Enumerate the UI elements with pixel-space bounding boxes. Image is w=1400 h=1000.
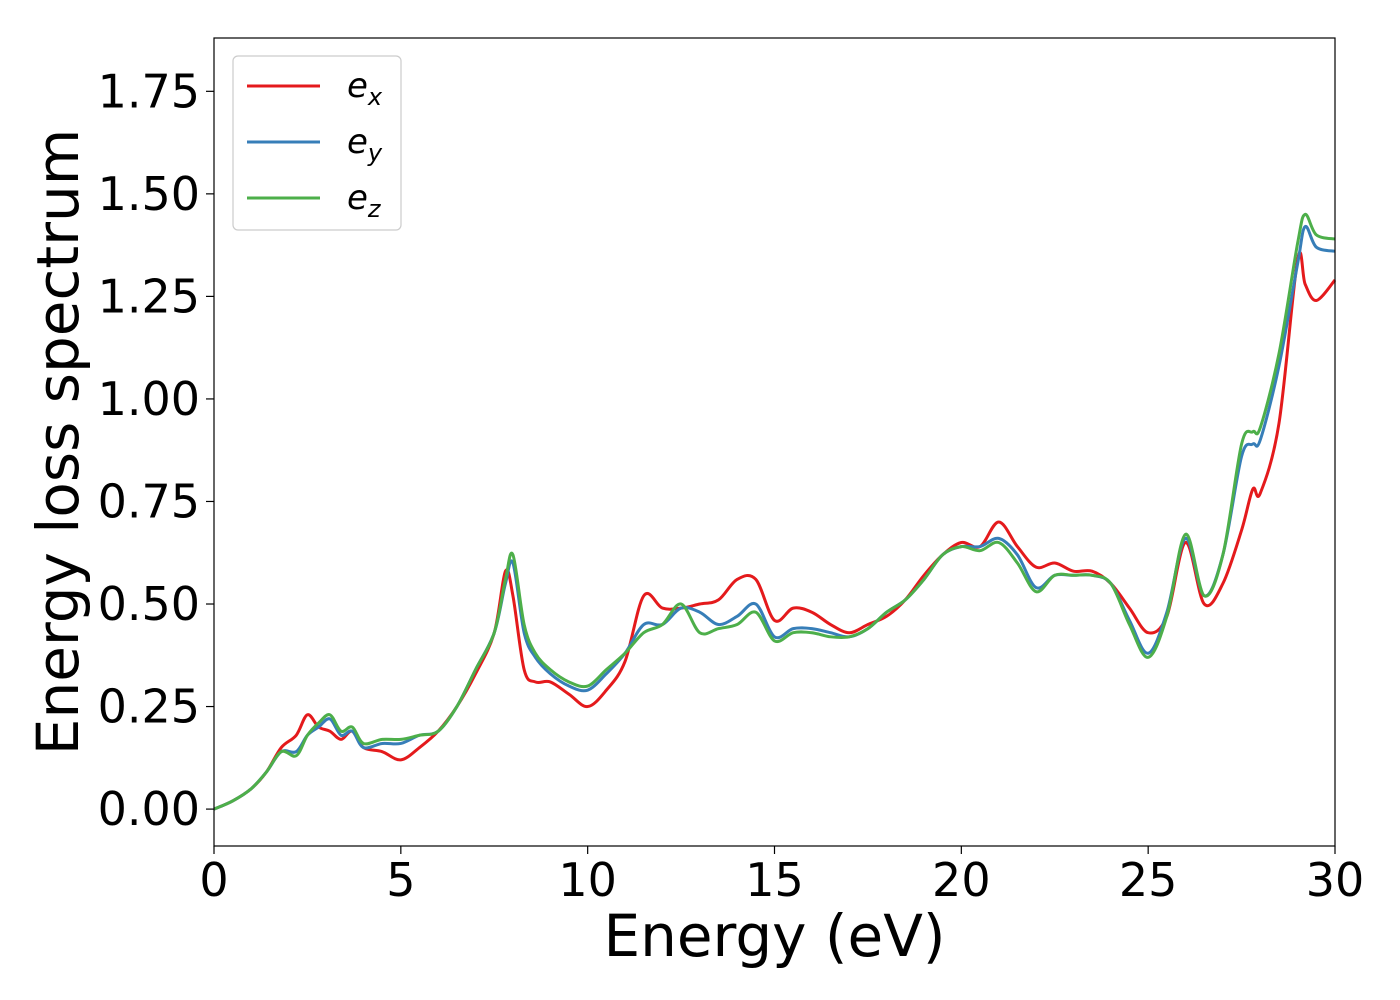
x-tick-label: 30	[1306, 853, 1365, 907]
x-axis-label: Energy (eV)	[603, 902, 945, 970]
x-tick-label: 20	[932, 853, 991, 907]
y-tick-label: 1.50	[98, 167, 200, 221]
x-tick-label: 5	[386, 853, 415, 907]
series-layer	[213, 212, 1337, 811]
x-tick-label: 25	[1119, 853, 1178, 907]
y-axis-label: Energy loss spectrum	[24, 129, 92, 755]
y-tick-label: 1.00	[98, 372, 200, 426]
x-axis: 0 5 10 15 20 25 30	[199, 846, 1364, 907]
y-tick-label: 0.50	[98, 577, 200, 631]
y-tick-label: 0.25	[98, 680, 200, 734]
y-tick-label: 0.00	[98, 782, 200, 836]
y-tick-label: 1.75	[98, 64, 200, 118]
x-tick-label: 10	[558, 853, 617, 907]
legend-label-y: ey	[347, 122, 383, 167]
y-tick-label: 0.75	[98, 474, 200, 528]
y-axis: 0.00 0.25 0.50 0.75 1.00 1.25 1.50 1.75	[98, 64, 214, 836]
series-line-z	[213, 212, 1336, 811]
x-tick-label: 15	[745, 853, 804, 907]
x-tick-label: 0	[199, 853, 228, 907]
y-tick-label: 1.25	[98, 269, 200, 323]
